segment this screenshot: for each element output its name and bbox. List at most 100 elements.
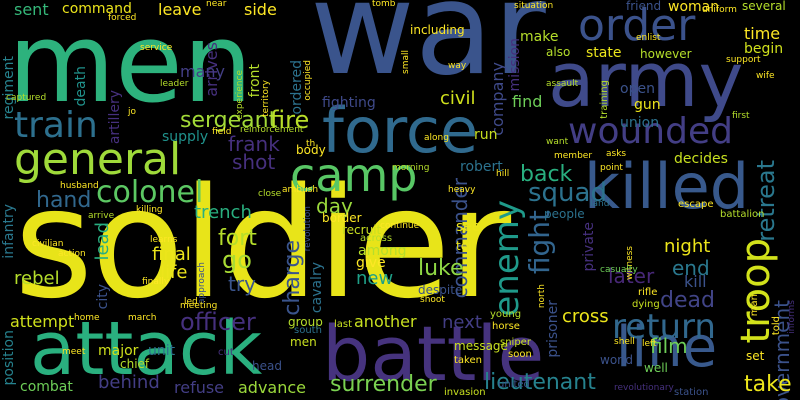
word-escape: escape bbox=[678, 199, 714, 210]
word-company: company bbox=[488, 62, 507, 136]
word-world: world bbox=[600, 353, 634, 367]
word-experience: experience bbox=[235, 70, 245, 120]
word-trench: trench bbox=[194, 202, 252, 223]
word-body: body bbox=[296, 143, 326, 157]
word-colonel: colonel bbox=[96, 175, 204, 210]
word-fighting: fighting bbox=[322, 95, 376, 111]
word-mission: mission bbox=[507, 38, 523, 92]
word-action: action bbox=[58, 249, 86, 259]
word-advance: advance bbox=[238, 378, 307, 397]
word-major: major bbox=[98, 343, 139, 359]
word-hand: hand bbox=[36, 188, 92, 213]
word-including: including bbox=[410, 23, 465, 37]
word-begin: begin bbox=[744, 41, 784, 57]
word-ambush: ambush bbox=[282, 185, 319, 195]
word-forced: forced bbox=[108, 13, 137, 23]
word-fort: fort bbox=[218, 226, 257, 251]
word-city: city bbox=[95, 284, 111, 310]
word-across: across bbox=[360, 233, 393, 244]
word-invasion: invasion bbox=[444, 387, 486, 398]
word-people: people bbox=[544, 207, 585, 221]
word-training: training bbox=[599, 80, 610, 119]
word-despite: despite bbox=[418, 283, 463, 297]
word-luke: luke bbox=[418, 256, 464, 281]
word-meet: meet bbox=[62, 347, 86, 357]
word-charge: charge bbox=[280, 240, 305, 316]
word-horse: horse bbox=[492, 321, 520, 332]
word-cavalry: cavalry bbox=[309, 262, 325, 314]
word-tell: tell bbox=[456, 239, 475, 253]
word-back: back bbox=[520, 162, 573, 187]
word-among: among bbox=[358, 243, 407, 259]
word-infantry: infantry bbox=[1, 204, 17, 259]
word-lieutenant: lieutenant bbox=[484, 370, 596, 395]
word-behind: behind bbox=[98, 372, 160, 393]
word-land: land bbox=[590, 199, 610, 209]
word-battalion: battalion bbox=[720, 209, 765, 220]
word-battle: battle bbox=[322, 309, 545, 398]
word-try: try bbox=[228, 272, 256, 296]
word-camp: camp bbox=[290, 148, 418, 202]
word-sent: sent bbox=[14, 0, 49, 19]
word-arrive: arrive bbox=[88, 211, 115, 221]
word-sniper: sniper bbox=[500, 337, 531, 348]
word-captured: captured bbox=[6, 93, 47, 103]
word-new: new bbox=[356, 268, 394, 289]
word-return: return bbox=[612, 307, 716, 347]
word-men: men bbox=[8, 0, 253, 127]
word-th: th bbox=[306, 139, 316, 149]
word-see: see bbox=[456, 219, 481, 235]
word-another: another bbox=[354, 312, 417, 331]
word-many: many bbox=[180, 62, 225, 81]
word-also: also bbox=[546, 45, 571, 59]
word-situation: situation bbox=[514, 1, 554, 11]
word-give: give bbox=[356, 255, 386, 271]
word-assault: assault bbox=[546, 79, 579, 89]
word-shell: shell bbox=[614, 337, 635, 347]
word-attempt: attempt bbox=[10, 312, 75, 331]
word-shoot: shoot bbox=[420, 295, 445, 305]
word-position: position bbox=[1, 330, 17, 386]
word-close: close bbox=[258, 189, 282, 199]
word-united: united bbox=[498, 379, 530, 390]
word-leader: leader bbox=[160, 79, 189, 89]
word-service: service bbox=[140, 43, 173, 53]
word-man: man bbox=[749, 294, 760, 317]
word-jo: jo bbox=[128, 107, 137, 117]
word-make: make bbox=[520, 29, 559, 45]
word-supply: supply bbox=[162, 129, 209, 145]
word-soldier: soldier bbox=[14, 155, 511, 332]
word-chief: chief bbox=[120, 357, 150, 371]
word-state: state bbox=[586, 45, 622, 61]
word-along: along bbox=[424, 133, 449, 143]
word-reinforcement: reinforcement bbox=[240, 125, 304, 135]
word-north: north bbox=[537, 284, 547, 309]
word-private: private bbox=[581, 222, 597, 272]
word-wife: wife bbox=[756, 71, 775, 81]
word-soon: soon bbox=[508, 349, 532, 360]
word-friend: friend bbox=[626, 0, 662, 13]
word-young: young bbox=[490, 309, 522, 320]
word-near: near bbox=[206, 0, 227, 9]
word-go: go bbox=[222, 246, 252, 274]
word-revolutionary: revolutionary bbox=[614, 383, 674, 393]
word-home: home bbox=[74, 313, 100, 323]
word-later: later bbox=[608, 264, 655, 288]
word-rebel: rebel bbox=[14, 268, 60, 289]
word-point: point bbox=[600, 163, 623, 173]
word-well: well bbox=[644, 361, 668, 375]
word-death: death bbox=[73, 66, 89, 107]
word-attack: attack bbox=[30, 306, 263, 392]
word-open: open bbox=[620, 81, 655, 97]
word-revolution: revolution bbox=[303, 206, 313, 252]
word-sergeant: sergeant bbox=[180, 108, 278, 133]
word-member: member bbox=[554, 151, 593, 161]
word-woman: woman bbox=[668, 0, 720, 15]
word-front: front bbox=[247, 64, 263, 98]
word-continue: continue bbox=[380, 221, 420, 231]
word-squad: squad bbox=[528, 178, 607, 208]
word-south: south bbox=[294, 325, 322, 336]
word-however: however bbox=[640, 47, 692, 61]
word-regiment: regiment bbox=[1, 56, 17, 120]
